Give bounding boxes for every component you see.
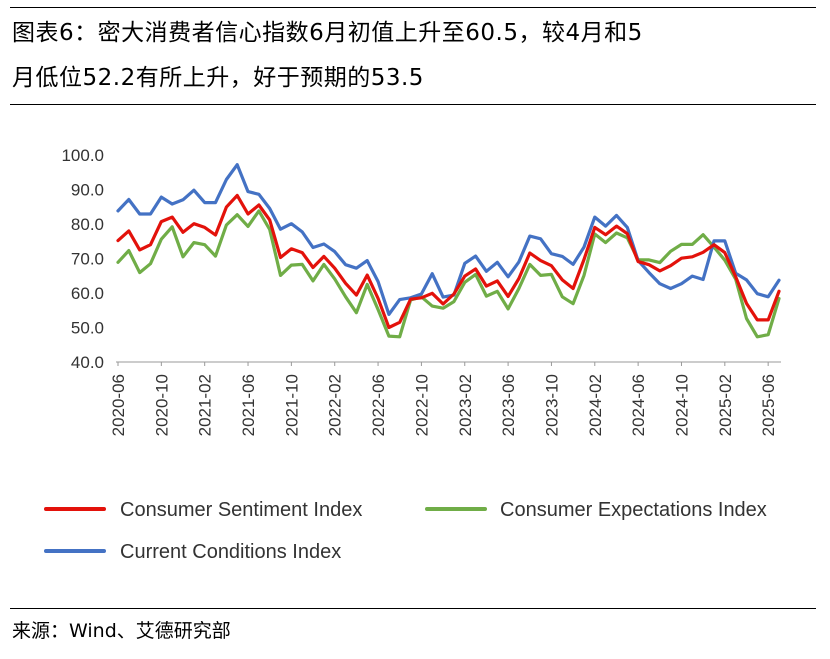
series-line-sentiment xyxy=(116,193,781,330)
x-tick-label-1: 2020-10 xyxy=(152,374,171,436)
y-tick-label-4: 80.0 xyxy=(71,215,104,234)
y-tick-label-3: 70.0 xyxy=(71,250,104,269)
x-tick-label-9: 2023-06 xyxy=(499,374,518,436)
y-tick-label-5: 90.0 xyxy=(71,181,104,200)
x-tick-label-4: 2021-10 xyxy=(282,374,301,436)
title-rule xyxy=(10,104,816,105)
chart-title-line-1: 图表6：密大消费者信心指数6月初值上升至60.5，较4月和5 xyxy=(12,20,643,46)
y-tick-label-6: 100.0 xyxy=(61,146,104,165)
y-tick-label-0: 40.0 xyxy=(71,353,104,372)
chart-title-line-2: 月低位52.2有所上升，好于预期的53.5 xyxy=(12,65,424,91)
series-line-current xyxy=(116,163,781,316)
x-tick-label-10: 2023-10 xyxy=(542,374,561,436)
x-tick-label-7: 2022-10 xyxy=(412,374,431,436)
legend-swatch-sentiment xyxy=(44,507,106,511)
x-tick-label-15: 2025-06 xyxy=(759,374,778,436)
x-tick-label-13: 2024-10 xyxy=(672,374,691,436)
legend-swatch-current xyxy=(44,549,106,553)
series-line-expectations xyxy=(116,209,781,339)
x-tick-label-11: 2024-02 xyxy=(586,374,605,436)
legend-label-sentiment: Consumer Sentiment Index xyxy=(120,499,363,521)
x-tick-label-2: 2021-02 xyxy=(196,374,215,436)
source-note: 来源：Wind、艾德研究部 xyxy=(12,620,231,642)
x-tick-label-3: 2021-06 xyxy=(239,374,258,436)
legend-label-expectations: Consumer Expectations Index xyxy=(500,499,767,521)
x-tick-label-14: 2025-02 xyxy=(716,374,735,436)
legend-swatch-expectations xyxy=(425,507,487,511)
x-tick-label-0: 2020-06 xyxy=(109,374,128,436)
x-tick-label-8: 2023-02 xyxy=(456,374,475,436)
source-rule xyxy=(10,608,816,609)
x-tick-label-5: 2022-02 xyxy=(326,374,345,436)
top-rule xyxy=(10,7,816,8)
y-tick-label-1: 50.0 xyxy=(71,319,104,338)
x-tick-label-12: 2024-06 xyxy=(629,374,648,436)
legend-label-current: Current Conditions Index xyxy=(120,541,342,563)
x-tick-label-6: 2022-06 xyxy=(369,374,388,436)
line-chart: 40.0 50.0 60.0 70.0 80.0 90.0 100.0 2020-06 2020… xyxy=(61,146,781,436)
y-tick-label-2: 60.0 xyxy=(71,284,104,303)
